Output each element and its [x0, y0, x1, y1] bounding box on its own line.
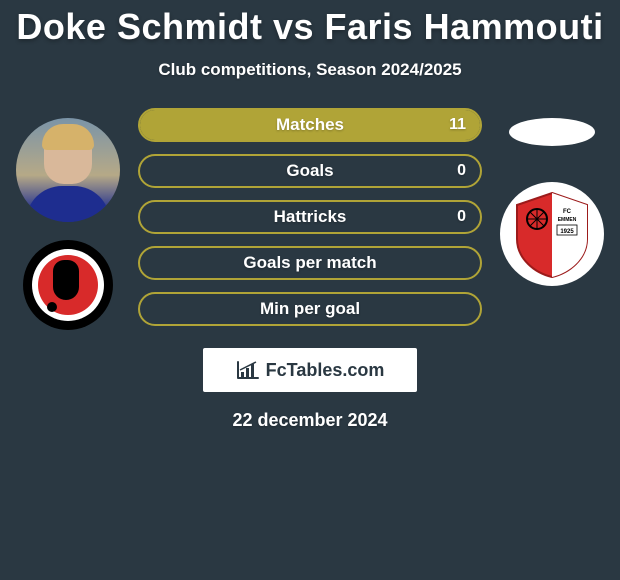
stat-label: Matches: [140, 115, 480, 135]
svg-text:1925: 1925: [560, 229, 574, 235]
stat-label: Hattricks: [140, 207, 480, 227]
comparison-row: Matches 11 Goals 0 Hattricks 0 Goals per…: [0, 108, 620, 330]
left-player-column: [8, 108, 128, 330]
stat-bar-goals-per-match: Goals per match: [138, 246, 482, 280]
stat-value: 0: [457, 162, 466, 180]
stat-value: 11: [449, 116, 466, 134]
stat-label: Goals per match: [140, 253, 480, 273]
brand-suffix: Tables.com: [287, 360, 385, 380]
svg-text:FC: FC: [563, 209, 572, 215]
stat-bar-hattricks: Hattricks 0: [138, 200, 482, 234]
brand-text: FcTables.com: [266, 360, 385, 381]
svg-text:EMMEN: EMMEN: [558, 217, 577, 223]
right-player-column: FC EMMEN 1925: [492, 108, 612, 286]
fc-emmen-badge-icon: FC EMMEN 1925: [509, 189, 595, 279]
stat-value: 0: [457, 208, 466, 226]
page-title: Doke Schmidt vs Faris Hammouti: [0, 0, 620, 48]
club-badge-left: [23, 240, 113, 330]
stat-bar-min-per-goal: Min per goal: [138, 292, 482, 326]
player-avatar-right-placeholder: [509, 118, 595, 146]
page-subtitle: Club competitions, Season 2024/2025: [0, 60, 620, 80]
player-avatar-left: [16, 118, 120, 222]
club-badge-right: FC EMMEN 1925: [500, 182, 604, 286]
brand-prefix: Fc: [266, 360, 287, 380]
brand-box: FcTables.com: [203, 348, 417, 392]
stat-label: Min per goal: [140, 299, 480, 319]
stat-bar-goals: Goals 0: [138, 154, 482, 188]
stats-column: Matches 11 Goals 0 Hattricks 0 Goals per…: [128, 108, 492, 326]
stat-bar-matches: Matches 11: [138, 108, 482, 142]
chart-icon: [236, 360, 260, 380]
stat-label: Goals: [140, 161, 480, 181]
date-label: 22 december 2024: [0, 410, 620, 431]
